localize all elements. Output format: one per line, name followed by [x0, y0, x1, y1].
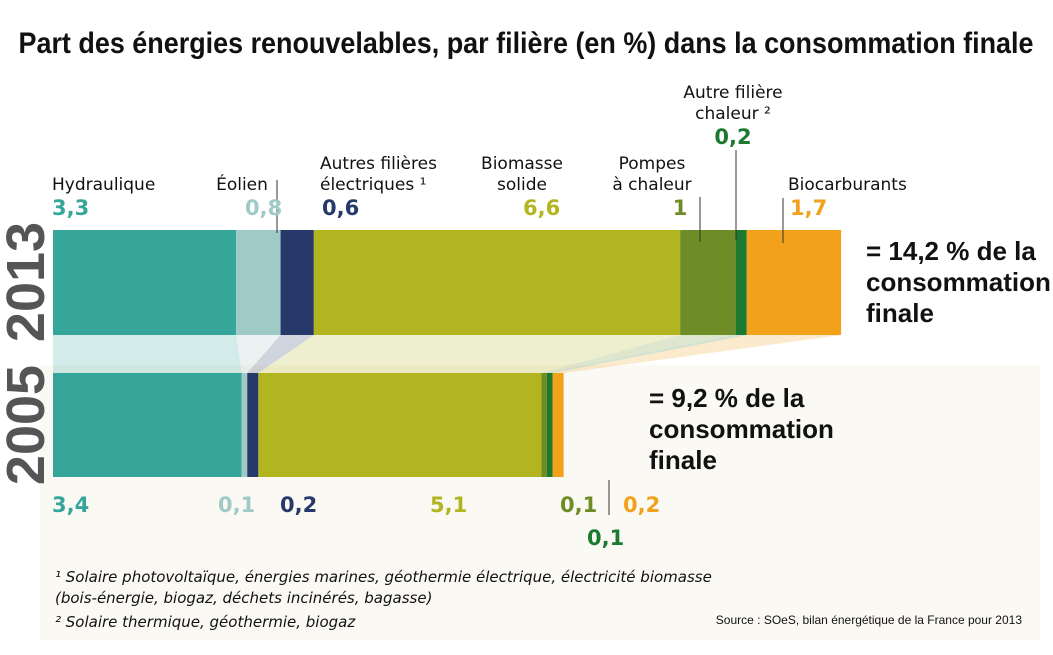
source-note: Source : SOeS, bilan énergétique de la F…	[716, 613, 1023, 627]
value-2005-autre-filiere-chaleur: 0,1	[587, 526, 624, 550]
total-2013: = 14,2 % de la	[866, 236, 1036, 266]
bar-2005-pompes-a-chaleur	[541, 373, 547, 477]
total-2013: finale	[866, 298, 934, 328]
value-2013-autre-filiere-chaleur: 0,2	[714, 125, 751, 149]
bar-2013-biocarburants	[746, 230, 842, 335]
value-2013-biocarburants: 1,7	[790, 196, 827, 220]
footnote-line: ² Solaire thermique, géothermie, biogaz	[55, 613, 356, 631]
connector-bands	[53, 335, 842, 373]
category-label-hydraulique: Hydraulique	[52, 175, 155, 195]
connector-biomasse-solide	[258, 335, 681, 373]
value-2013-eolien: 0,8	[245, 196, 282, 220]
connector-biocarburants	[552, 335, 842, 373]
value-2005-autres-filieres-electriques: 0,2	[280, 493, 317, 517]
year-label-2005: 2005	[0, 365, 56, 485]
bar-2013-autre-filiere-chaleur	[735, 230, 747, 335]
category-labels: Hydraulique Éolien Autres filièresélectriq…	[52, 83, 907, 195]
value-2013-biomasse-solide: 6,6	[523, 196, 560, 220]
total-2005: finale	[649, 445, 717, 475]
bar-2005-autres-filieres-electriques	[247, 373, 259, 477]
category-label-autre-filiere-chaleur: Autre filière	[683, 83, 782, 103]
connector-autre-filiere-chaleur	[546, 335, 747, 373]
value-2013-autres-filieres-electriques: 0,6	[322, 196, 359, 220]
connector-autres-filieres-electriques	[247, 335, 314, 373]
bar-2005-autre-filiere-chaleur	[546, 373, 553, 477]
year-labels: 2013 2005	[0, 222, 56, 485]
footnote-line: ¹ Solaire photovoltaïque, énergies marin…	[55, 568, 712, 586]
value-2005-biomasse-solide: 5,1	[430, 493, 467, 517]
values-2005: 3,4 0,1 0,2 5,1 0,1 0,1 0,2	[52, 493, 660, 550]
footnote-line: (bois-énergie, biogaz, déchets incinérés…	[55, 589, 432, 607]
bar-segments	[53, 230, 842, 477]
bar-2005-biomasse-solide	[258, 373, 542, 477]
category-label-pompes-a-chaleur: à chaleur	[612, 175, 691, 195]
category-label-biomasse-solide: solide	[497, 175, 547, 195]
category-label-autres-filieres-electriques: Autres filières	[320, 154, 437, 174]
leader-lines	[276, 150, 784, 515]
total-2005: = 9,2 % de la	[649, 383, 805, 413]
category-label-autre-filiere-chaleur: chaleur ²	[695, 104, 771, 124]
bar-2013-eolien	[236, 230, 281, 335]
bar-2005-eolien	[241, 373, 248, 477]
chart-title: Part des énergies renouvelables, par fil…	[19, 27, 1034, 60]
connector-hydraulique	[53, 335, 242, 373]
category-label-biomasse-solide: Biomasse	[481, 154, 563, 174]
bar-2013-autres-filieres-electriques	[280, 230, 314, 335]
bar-2005-biocarburants	[552, 373, 564, 477]
bar-2005-hydraulique	[53, 373, 242, 477]
value-2005-eolien: 0,1	[218, 493, 255, 517]
value-2005-biocarburants: 0,2	[623, 493, 660, 517]
bar-2013-pompes-a-chaleur	[680, 230, 736, 335]
category-label-autres-filieres-electriques: électriques ¹	[320, 175, 426, 195]
value-2013-hydraulique: 3,3	[52, 196, 89, 220]
bar-2013-hydraulique	[53, 230, 237, 335]
value-2005-pompes-a-chaleur: 0,1	[560, 493, 597, 517]
category-label-eolien: Éolien	[216, 173, 268, 195]
values-2013: 3,3 0,8 0,6 6,6 1 0,2 1,7	[52, 125, 827, 220]
footnotes: ¹ Solaire photovoltaïque, énergies marin…	[55, 568, 712, 631]
connector-pompes-a-chaleur	[541, 335, 736, 373]
value-2005-hydraulique: 3,4	[52, 493, 89, 517]
total-2005: consommation	[649, 414, 834, 444]
total-2013: consommation	[866, 267, 1051, 297]
category-label-pompes-a-chaleur: Pompes	[619, 154, 686, 174]
connector-eolien	[236, 335, 281, 373]
year-label-2013: 2013	[0, 222, 56, 342]
category-label-biocarburants: Biocarburants	[788, 175, 907, 195]
bar-2013-biomasse-solide	[313, 230, 681, 335]
value-2013-pompes-a-chaleur: 1	[673, 196, 688, 220]
